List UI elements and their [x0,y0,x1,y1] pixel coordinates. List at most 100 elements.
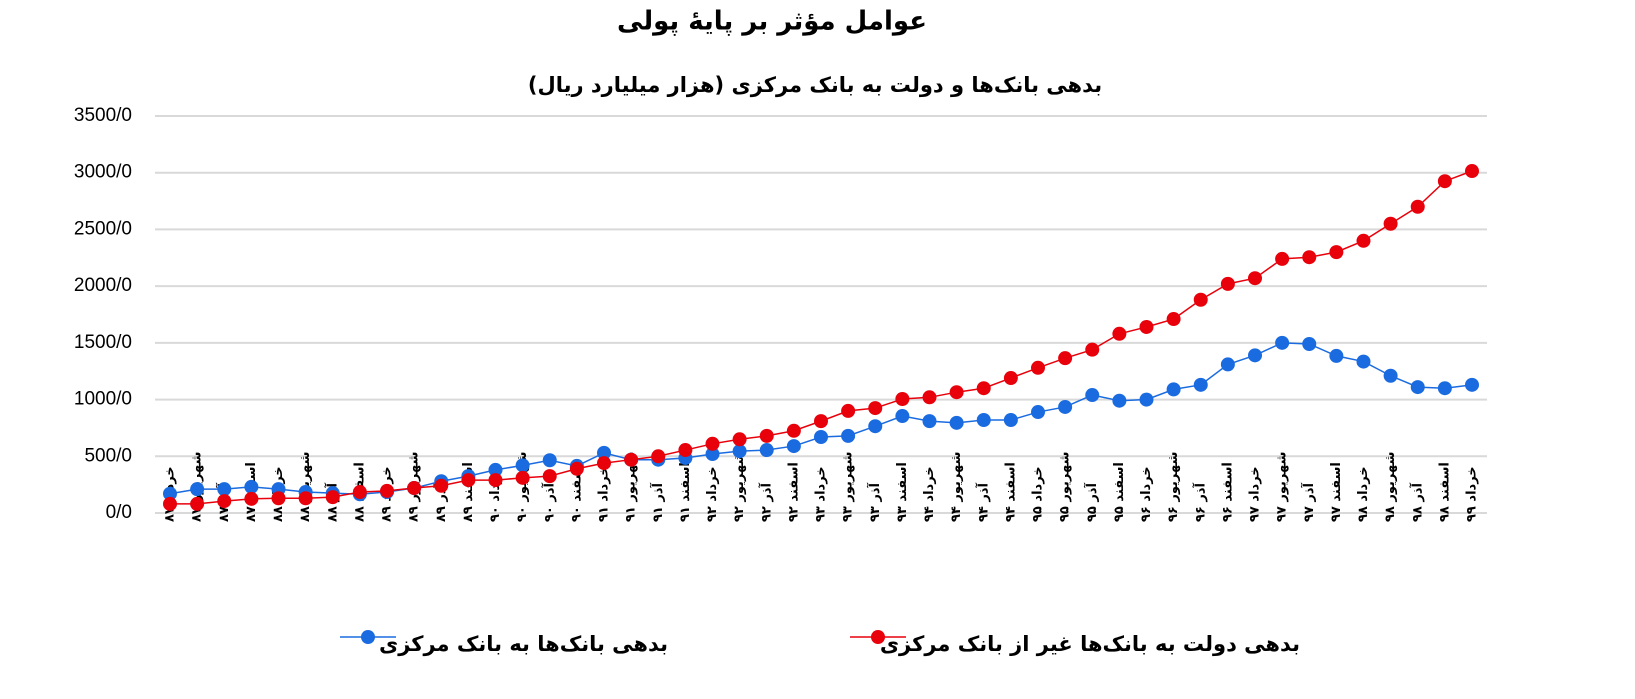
point [895,392,910,407]
x-tick-label: شهریور ۹۲ [732,452,747,522]
x-tick-label: شهریور ۹۴ [949,452,964,522]
x-tick-label: آذر ۹۴ [974,482,991,522]
x-tick-label: شهریور ۹۵ [1058,452,1073,522]
x-tick-label: اسفند ۹۳ [895,462,910,522]
y-tick-label: 3500/0 [74,105,132,126]
point [1058,351,1073,366]
point [1410,199,1425,214]
x-tick-label: آذر ۹۶ [1191,482,1208,522]
x-tick-label: آذر ۹۷ [1300,482,1317,522]
point [976,412,991,427]
point [678,443,693,458]
point [759,443,774,458]
x-tick-label: اسفند ۹۴ [1003,462,1018,522]
x-tick-label: اسفند ۹۸ [1437,462,1452,522]
point [461,473,476,488]
point [1220,357,1235,372]
point [190,496,205,511]
point [271,491,286,506]
x-tick-label: آذر ۹۸ [1408,482,1425,522]
point [217,494,232,509]
x-tick-label: خرداد ۹۶ [1139,466,1154,522]
x-tick-label: خرداد ۹۲ [705,466,720,522]
point [298,491,313,506]
point [1275,251,1290,266]
x-tick-label: اسفند ۹۵ [1112,462,1127,522]
point [841,428,856,443]
point [488,462,503,477]
point [1085,342,1100,357]
point [1383,216,1398,231]
point [651,449,666,464]
x-tick-label: آذر ۹۳ [866,482,883,522]
x-tick-label: آذر ۹۱ [649,482,666,522]
x-tick-label: آذر ۹۲ [757,482,774,522]
point [1248,271,1262,286]
point [1248,348,1262,363]
y-tick-label: 0/0 [106,502,132,523]
point [190,482,205,497]
chart-subtitle: بدهی بانک‌ها و دولت به بانک مرکزی (هزار … [528,73,1102,97]
point [1302,250,1317,265]
x-tick-label: اسفند ۹۲ [786,462,801,522]
point [352,485,367,500]
point [1193,377,1208,392]
x-tick-label: اسفند ۹۷ [1329,462,1344,522]
x-tick-label: شهریور ۹۷ [1275,452,1290,522]
chart-title: عوامل مؤثر بر پایهٔ پولی [617,7,927,37]
point [542,469,557,484]
point [1166,312,1181,327]
point [1085,388,1100,403]
point [841,403,856,418]
point [732,444,747,459]
point [1356,354,1371,369]
point [434,478,449,493]
y-tick-label: 1500/0 [74,332,132,353]
point [380,483,394,498]
point [976,381,991,396]
y-tick-label: 2000/0 [74,275,132,296]
point [732,432,747,447]
y-tick-label: 500/0 [84,445,132,466]
x-tick-label: شهریور ۹۸ [1383,452,1398,522]
point [922,414,937,429]
point [759,428,774,443]
point [1356,233,1371,248]
point [1465,164,1479,179]
point [1437,381,1452,396]
point [1112,326,1127,341]
point [407,481,422,496]
x-tick-label: آذر ۹۵ [1083,482,1100,522]
x-tick-label: شهریور ۹۶ [1166,452,1181,522]
point [217,482,232,497]
point [1139,392,1154,407]
x-tick-label: خرداد ۹۳ [814,466,829,522]
x-tick-label: خرداد ۹۷ [1248,466,1263,522]
point [1193,292,1208,307]
point [515,470,530,485]
point [868,419,883,434]
x-tick-label: خرداد ۹۵ [1031,466,1046,522]
x-tick-label: اسفند ۹۶ [1220,462,1235,522]
legend-label: بدهی بانک‌ها به بانک مرکزی [379,632,668,656]
point [1410,380,1425,395]
x-tick-label: آذر ۸۹ [432,482,449,522]
x-tick-label: شهریور ۹۱ [624,452,639,522]
x-tick-label: خرداد ۹۹ [1465,466,1480,522]
point [163,496,177,511]
x-tick-label: خرداد ۹۱ [597,466,612,522]
point [1329,348,1344,363]
x-tick-label: اسفند ۹۱ [678,462,693,522]
y-tick-label: 3000/0 [74,162,132,183]
point [488,473,503,488]
point [1031,405,1045,420]
point [1220,276,1235,291]
point [325,490,340,505]
point [244,479,259,494]
point [868,401,883,416]
point [1139,319,1154,334]
point [244,491,259,506]
point [1031,360,1045,375]
point [1003,371,1018,386]
